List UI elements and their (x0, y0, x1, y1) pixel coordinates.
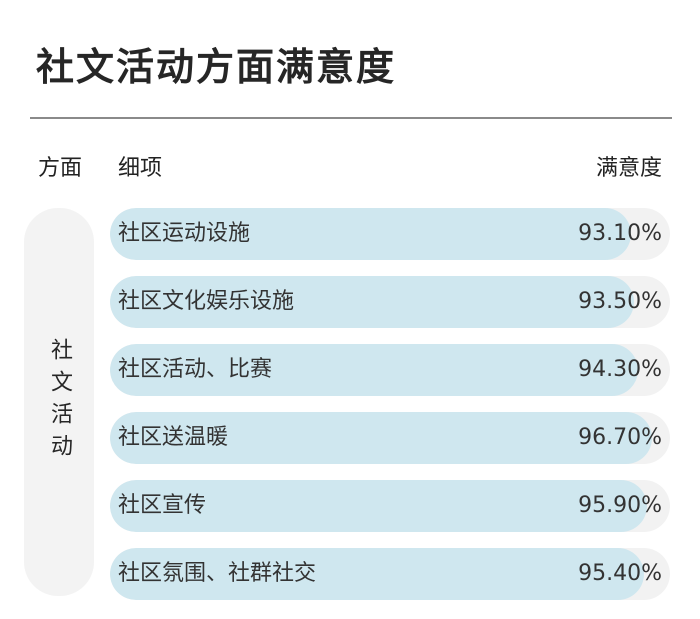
column-header-satisfaction: 满意度 (595, 156, 662, 181)
bar-category-label: 社区宣传 (118, 493, 207, 518)
bar-fill (110, 344, 639, 396)
bar-fill (110, 412, 652, 464)
bar-value-label: 96.70% (578, 425, 662, 450)
bar-category-label: 社区文化娱乐设施 (118, 289, 295, 314)
bar-chart: 社区运动设施 93.10% 社区文化娱乐设施 93.50% 社区活动、比赛 94.30% 社… (110, 208, 670, 616)
category-label: 社文活动 (47, 338, 72, 466)
bar-fill (110, 276, 634, 328)
column-header-aspect: 方面 (38, 156, 83, 181)
bar-category-label: 社区氛围、社群社交 (118, 561, 317, 586)
bar-row: 社区活动、比赛 94.30% (110, 344, 670, 396)
bar-fill (110, 480, 648, 532)
bar-row: 社区氛围、社群社交 95.40% (110, 548, 670, 600)
bar-fill (110, 548, 645, 600)
bar-category-label: 社区活动、比赛 (118, 357, 273, 382)
bar-value-label: 93.50% (578, 289, 662, 314)
bar-row: 社区文化娱乐设施 93.50% (110, 276, 670, 328)
category-cell: 社文活动 (24, 208, 94, 596)
column-header-item: 细项 (118, 156, 163, 181)
page-title: 社文活动方面满意度 (36, 45, 397, 89)
bar-value-label: 94.30% (578, 357, 662, 382)
bar-category-label: 社区送温暖 (118, 425, 229, 450)
bar-fill (110, 208, 632, 260)
bar-row: 社区送温暖 96.70% (110, 412, 670, 464)
bar-value-label: 95.90% (578, 493, 662, 518)
bar-value-label: 93.10% (578, 221, 662, 246)
bar-value-label: 95.40% (578, 561, 662, 586)
title-divider (30, 117, 672, 119)
bar-row: 社区运动设施 93.10% (110, 208, 670, 260)
bar-row: 社区宣传 95.90% (110, 480, 670, 532)
bar-category-label: 社区运动设施 (118, 221, 251, 246)
